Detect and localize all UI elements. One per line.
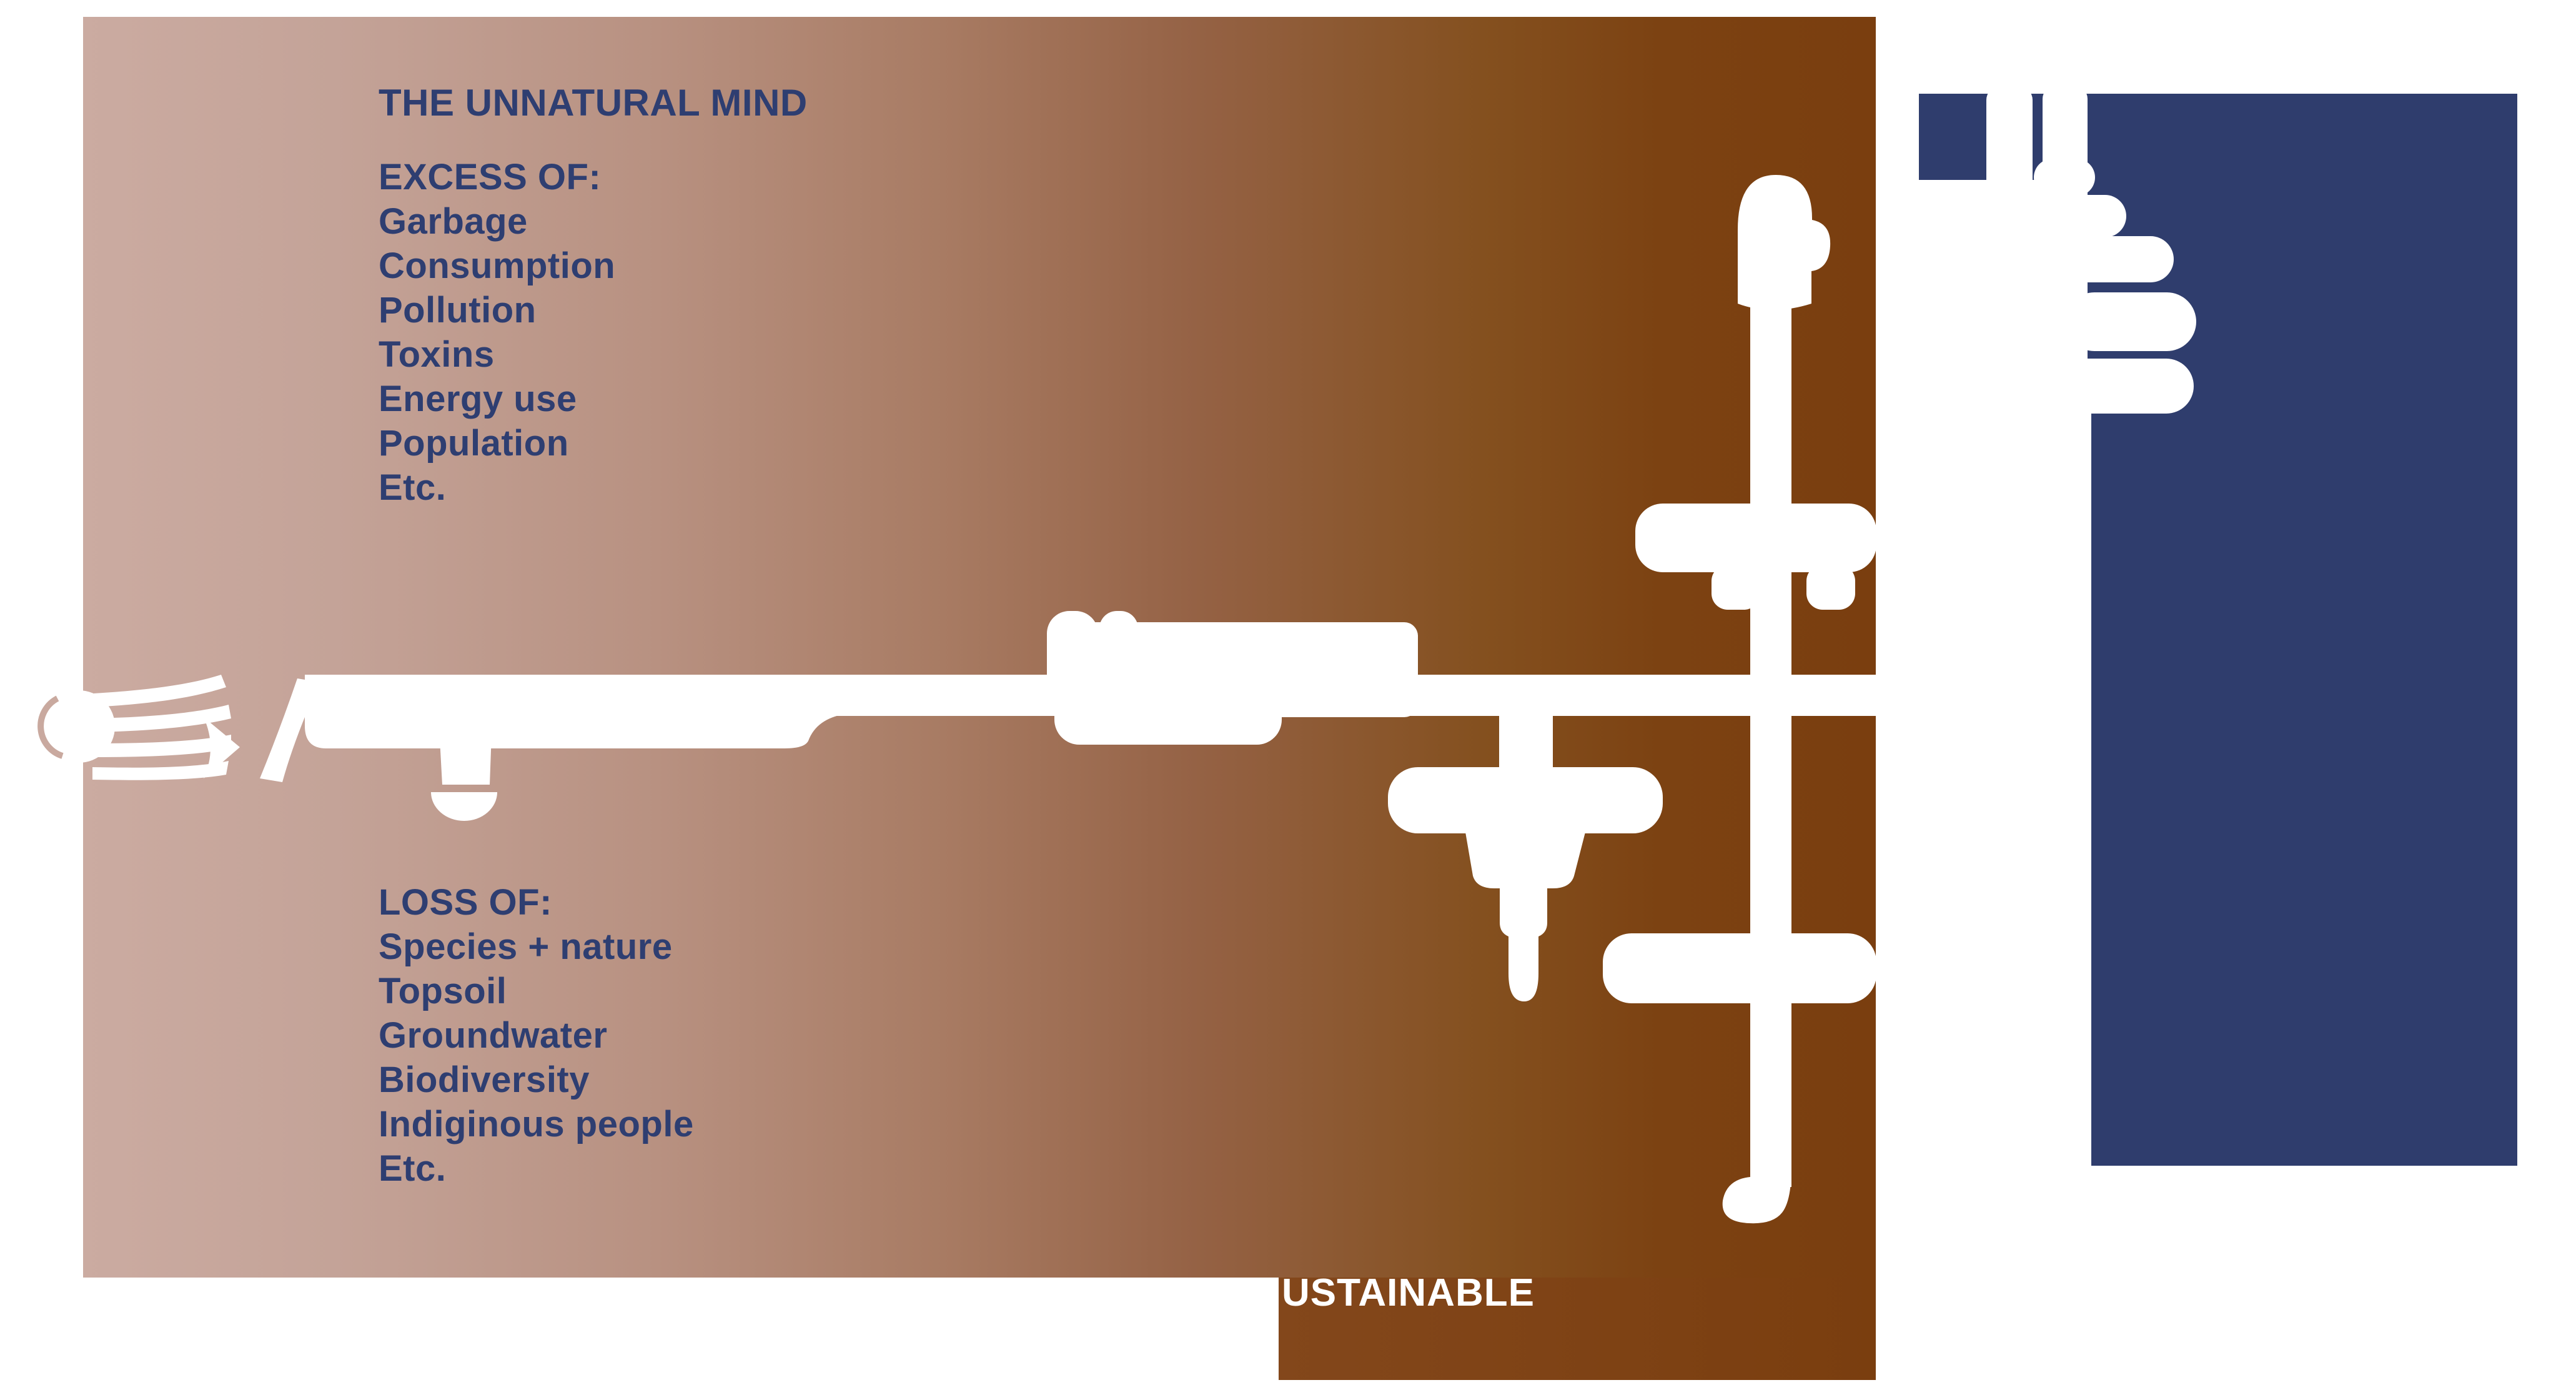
loss-list: LOSS OF: Species + nature Topsoil Ground… — [379, 880, 694, 1191]
loss-header: LOSS OF: — [379, 882, 552, 923]
list-item: Pollution — [379, 290, 537, 330]
gradient-background-panel — [83, 17, 1876, 1278]
nock-crescent-icon — [37, 695, 64, 759]
list-item: Consumption — [379, 246, 616, 286]
page-title: THE UNNATURAL MIND — [379, 82, 808, 124]
list-item: Garbage — [379, 201, 528, 242]
list-item: Groundwater — [379, 1015, 608, 1056]
list-item: Toxins — [379, 334, 495, 375]
list-item: Topsoil — [379, 971, 507, 1011]
excess-list: EXCESS OF: Garbage Consumption Pollution… — [379, 155, 615, 510]
bottom-strip — [1279, 1278, 1876, 1380]
list-item: Etc. — [379, 1148, 447, 1189]
excess-header: EXCESS OF: — [379, 157, 602, 197]
list-item: Biodiversity — [379, 1060, 590, 1100]
blue-panel — [1919, 94, 2517, 1166]
list-item: Species + nature — [379, 926, 673, 967]
banner-word: USTAINABLE — [1282, 1271, 1535, 1314]
list-item: Population — [379, 423, 569, 464]
list-item: Indiginous people — [379, 1104, 694, 1144]
list-item: Energy use — [379, 379, 577, 419]
list-item: Etc. — [379, 467, 447, 508]
